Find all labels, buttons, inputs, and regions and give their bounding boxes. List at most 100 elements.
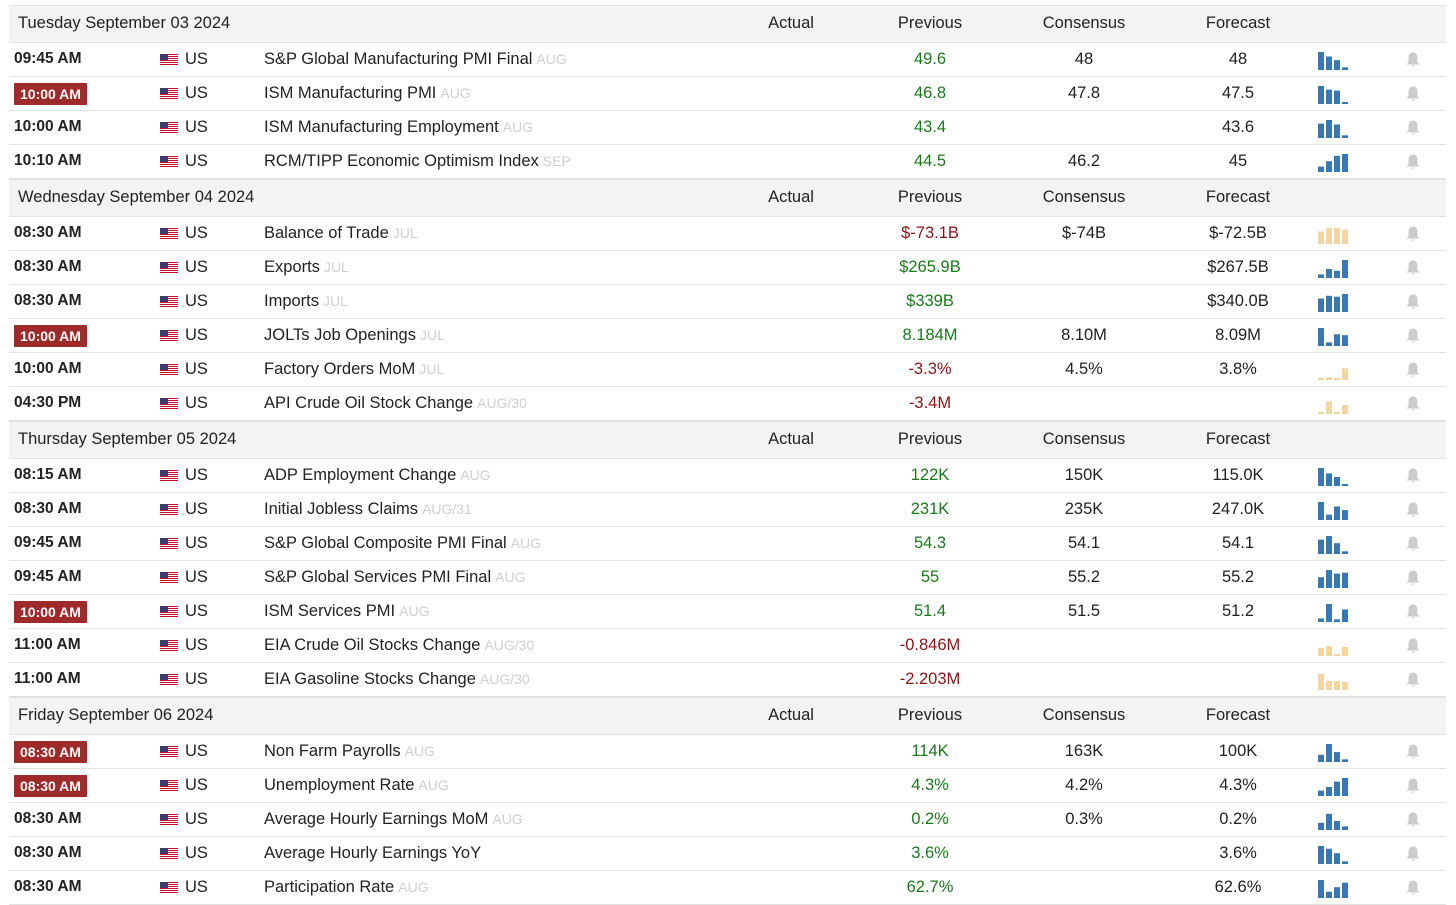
event-row[interactable]: 08:30 AM US Balance of Trade JUL $-73.1B $-74…	[9, 217, 1446, 251]
event-row[interactable]: 08:30 AM US Non Farm Payrolls AUG 114K 163K 10…	[9, 735, 1446, 769]
history-sparkline[interactable]	[1318, 604, 1350, 622]
event-name-text[interactable]: EIA Crude Oil Stocks Change	[264, 636, 481, 654]
event-name[interactable]: Unemployment Rate AUG	[264, 776, 449, 795]
event-row[interactable]: 08:30 AM US Average Hourly Earnings YoY 3.6…	[9, 837, 1446, 871]
bell-icon[interactable]	[1405, 51, 1421, 69]
event-name[interactable]: Factory Orders MoM JUL	[264, 360, 444, 379]
history-sparkline[interactable]	[1318, 846, 1350, 864]
bell-icon[interactable]	[1405, 845, 1421, 863]
event-row[interactable]: 08:30 AM US Exports JUL $265.9B $267.5B	[9, 251, 1446, 285]
event-row[interactable]: 10:00 AM US JOLTs Job Openings JUL 8.184M 8.1…	[9, 319, 1446, 353]
bell-icon[interactable]	[1405, 501, 1421, 519]
history-sparkline[interactable]	[1318, 52, 1350, 70]
event-name[interactable]: S&P Global Composite PMI Final AUG	[264, 534, 541, 553]
bell-icon[interactable]	[1405, 467, 1421, 485]
event-name[interactable]: Initial Jobless Claims AUG/31	[264, 500, 472, 519]
event-name-text[interactable]: Exports	[264, 258, 320, 276]
history-sparkline[interactable]	[1318, 672, 1350, 690]
bell-icon[interactable]	[1405, 811, 1421, 829]
event-row[interactable]: 08:30 AM US Imports JUL $339B $340.0B	[9, 285, 1446, 319]
event-row[interactable]: 10:00 AM US ISM Services PMI AUG 51.4 51.5 51.…	[9, 595, 1446, 629]
event-row[interactable]: 09:45 AM US S&P Global Services PMI Final A…	[9, 561, 1446, 595]
event-name-text[interactable]: Imports	[264, 292, 320, 310]
bell-icon[interactable]	[1405, 85, 1421, 103]
event-name[interactable]: API Crude Oil Stock Change AUG/30	[264, 394, 527, 413]
event-name-text[interactable]: API Crude Oil Stock Change	[264, 394, 474, 412]
event-row[interactable]: 11:00 AM US EIA Crude Oil Stocks Change AUG…	[9, 629, 1446, 663]
bell-icon[interactable]	[1405, 569, 1421, 587]
bell-icon[interactable]	[1405, 879, 1421, 897]
event-name[interactable]: ADP Employment Change AUG	[264, 466, 491, 485]
event-row[interactable]: 10:00 AM US Factory Orders MoM JUL -3.3% 4.5%…	[9, 353, 1446, 387]
history-sparkline[interactable]	[1318, 396, 1350, 414]
bell-icon[interactable]	[1405, 361, 1421, 379]
event-name[interactable]: JOLTs Job Openings JUL	[264, 326, 445, 345]
event-name-text[interactable]: Factory Orders MoM	[264, 360, 416, 378]
event-name-text[interactable]: ISM Manufacturing PMI	[264, 84, 437, 102]
bell-icon[interactable]	[1405, 395, 1421, 413]
event-name[interactable]: EIA Gasoline Stocks Change AUG/30	[264, 670, 530, 689]
history-sparkline[interactable]	[1318, 880, 1350, 898]
event-name-text[interactable]: Average Hourly Earnings MoM	[264, 810, 489, 828]
history-sparkline[interactable]	[1318, 86, 1350, 104]
event-name[interactable]: ISM Manufacturing PMI AUG	[264, 84, 471, 103]
history-sparkline[interactable]	[1318, 744, 1350, 762]
event-row[interactable]: 10:00 AM US ISM Manufacturing PMI AUG 46.8 47…	[9, 77, 1446, 111]
event-name-text[interactable]: EIA Gasoline Stocks Change	[264, 670, 476, 688]
bell-icon[interactable]	[1405, 671, 1421, 689]
event-row[interactable]: 08:30 AM US Average Hourly Earnings MoM AUG…	[9, 803, 1446, 837]
bell-icon[interactable]	[1405, 535, 1421, 553]
history-sparkline[interactable]	[1318, 502, 1350, 520]
bell-icon[interactable]	[1405, 259, 1421, 277]
event-name[interactable]: Imports JUL	[264, 292, 348, 311]
event-name[interactable]: S&P Global Manufacturing PMI Final AUG	[264, 50, 567, 69]
event-row[interactable]: 08:15 AM US ADP Employment Change AUG 122K 15…	[9, 459, 1446, 493]
history-sparkline[interactable]	[1318, 468, 1350, 486]
event-name-text[interactable]: Initial Jobless Claims	[264, 500, 419, 518]
event-name[interactable]: EIA Crude Oil Stocks Change AUG/30	[264, 636, 534, 655]
event-name-text[interactable]: ISM Manufacturing Employment	[264, 118, 499, 136]
history-sparkline[interactable]	[1318, 226, 1350, 244]
event-row[interactable]: 08:30 AM US Participation Rate AUG 62.7% 62.6…	[9, 871, 1446, 905]
history-sparkline[interactable]	[1318, 120, 1350, 138]
history-sparkline[interactable]	[1318, 638, 1350, 656]
event-name[interactable]: Average Hourly Earnings YoY	[264, 844, 481, 863]
event-name-text[interactable]: ADP Employment Change	[264, 466, 457, 484]
history-sparkline[interactable]	[1318, 536, 1350, 554]
event-row[interactable]: 08:30 AM US Unemployment Rate AUG 4.3% 4.2% 4.…	[9, 769, 1446, 803]
event-name-text[interactable]: RCM/TIPP Economic Optimism Index	[264, 152, 539, 170]
event-name-text[interactable]: S&P Global Services PMI Final	[264, 568, 492, 586]
bell-icon[interactable]	[1405, 603, 1421, 621]
event-name[interactable]: Non Farm Payrolls AUG	[264, 742, 435, 761]
history-sparkline[interactable]	[1318, 570, 1350, 588]
bell-icon[interactable]	[1405, 119, 1421, 137]
event-row[interactable]: 08:30 AM US Initial Jobless Claims AUG/31 23…	[9, 493, 1446, 527]
event-name[interactable]: Balance of Trade JUL	[264, 224, 418, 243]
event-name-text[interactable]: S&P Global Composite PMI Final	[264, 534, 507, 552]
event-name-text[interactable]: ISM Services PMI	[264, 602, 396, 620]
history-sparkline[interactable]	[1318, 812, 1350, 830]
event-row[interactable]: 09:45 AM US S&P Global Manufacturing PMI F…	[9, 43, 1446, 77]
bell-icon[interactable]	[1405, 777, 1421, 795]
history-sparkline[interactable]	[1318, 260, 1350, 278]
event-name[interactable]: S&P Global Services PMI Final AUG	[264, 568, 525, 587]
event-name[interactable]: ISM Manufacturing Employment AUG	[264, 118, 533, 137]
history-sparkline[interactable]	[1318, 362, 1350, 380]
bell-icon[interactable]	[1405, 293, 1421, 311]
bell-icon[interactable]	[1405, 743, 1421, 761]
event-name[interactable]: RCM/TIPP Economic Optimism Index SEP	[264, 152, 571, 171]
event-row[interactable]: 10:10 AM US RCM/TIPP Economic Optimism Ind…	[9, 145, 1446, 179]
bell-icon[interactable]	[1405, 225, 1421, 243]
bell-icon[interactable]	[1405, 637, 1421, 655]
bell-icon[interactable]	[1405, 153, 1421, 171]
event-name-text[interactable]: Unemployment Rate	[264, 776, 415, 794]
event-name[interactable]: Exports JUL	[264, 258, 349, 277]
event-name[interactable]: ISM Services PMI AUG	[264, 602, 429, 621]
event-name-text[interactable]: S&P Global Manufacturing PMI Final	[264, 50, 533, 68]
event-name[interactable]: Participation Rate AUG	[264, 878, 429, 897]
event-name-text[interactable]: Non Farm Payrolls	[264, 742, 401, 760]
event-name[interactable]: Average Hourly Earnings MoM AUG	[264, 810, 523, 829]
event-row[interactable]: 11:00 AM US EIA Gasoline Stocks Change AUG/…	[9, 663, 1446, 697]
event-name-text[interactable]: JOLTs Job Openings	[264, 326, 416, 344]
event-row[interactable]: 04:30 PM US API Crude Oil Stock Change AUG/…	[9, 387, 1446, 421]
